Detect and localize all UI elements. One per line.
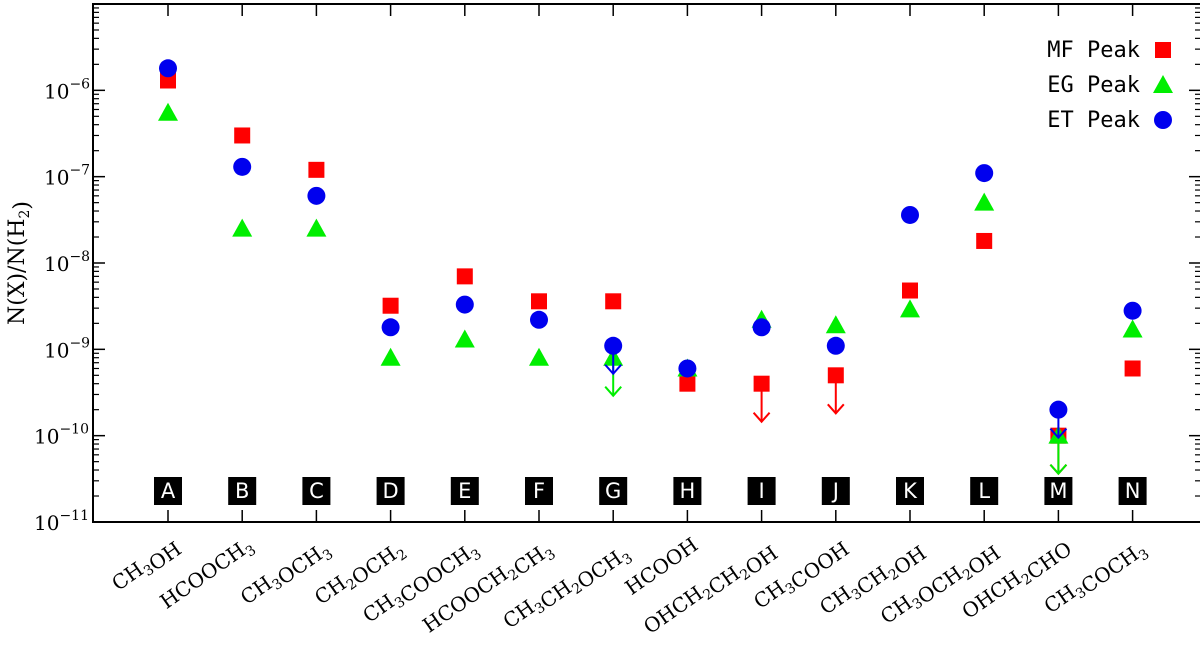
- data-point: [974, 192, 995, 211]
- data-point: [160, 72, 176, 89]
- data-point: [900, 299, 920, 318]
- x-category-label: HCOOCH2CH3: [418, 532, 559, 644]
- letter-label: N: [1125, 479, 1141, 503]
- letter-box: [1044, 477, 1073, 505]
- y-axis-title: N(X)/N(H2): [5, 201, 35, 325]
- series-triangle: [158, 102, 1143, 476]
- y-axis-label: N(X)/N(H2): [5, 201, 35, 325]
- legend-label: EG Peak: [1047, 73, 1140, 98]
- category-letter-boxes: A B C D E F G H I J K L M N: [154, 477, 1147, 505]
- letter-box: [970, 477, 999, 505]
- data-point: [455, 295, 474, 314]
- upper-limit-arrowhead: [604, 364, 622, 376]
- y-tick-label: 10−10: [34, 422, 89, 449]
- data-point: [976, 232, 993, 249]
- data-point: [530, 310, 548, 329]
- letter-box: [896, 477, 924, 505]
- y-tick-label: 10−9: [44, 335, 90, 362]
- letter-box: [525, 477, 553, 505]
- upper-limit-arrowhead: [1049, 428, 1068, 440]
- data-point: [605, 293, 622, 310]
- data-point: [233, 157, 252, 176]
- x-axis: CH3OHHCOOCH3CH3OCH3CH2OCH2CH3COOCH3HCOOC…: [107, 4, 1153, 644]
- letter-label: H: [680, 479, 696, 503]
- data-point: [232, 218, 253, 237]
- letter-box: [821, 477, 850, 505]
- letter-label: A: [161, 479, 176, 503]
- y-tick-label: 10−11: [34, 508, 89, 535]
- letter-label: M: [1049, 479, 1067, 503]
- plot-frame: [92, 3, 1200, 523]
- data-point: [827, 367, 844, 384]
- data-point: [1049, 400, 1068, 419]
- data-point: [1124, 360, 1141, 377]
- data-point: [678, 359, 697, 378]
- data-point: [752, 318, 771, 337]
- y-tick-label: 10−6: [44, 76, 90, 103]
- data-point: [454, 329, 475, 348]
- data-point: [753, 375, 770, 392]
- letter-label: K: [903, 479, 918, 503]
- data-point: [158, 102, 178, 121]
- upper-limit-arrowhead: [752, 412, 771, 424]
- letter-label: G: [605, 479, 621, 503]
- series-circle: [159, 59, 1142, 440]
- letter-label: C: [309, 479, 324, 503]
- legend-marker: [1155, 42, 1171, 58]
- letter-label: D: [383, 479, 399, 503]
- letter-box: [450, 477, 479, 505]
- upper-limit-arrowhead: [1049, 464, 1068, 476]
- data-point: [531, 293, 547, 310]
- y-tick-label: 10−8: [44, 249, 90, 276]
- upper-limit-arrowhead: [604, 386, 622, 398]
- data-point: [1122, 319, 1143, 338]
- data-point: [902, 282, 918, 299]
- letter-label: F: [533, 479, 545, 503]
- data-marks: [158, 59, 1143, 476]
- letter-box: [599, 477, 628, 505]
- data-point: [308, 161, 325, 178]
- x-category-label: CH3CH2OCH3: [498, 532, 636, 644]
- data-point: [456, 268, 473, 285]
- upper-limit-arrowhead: [827, 403, 845, 415]
- data-point: [826, 336, 845, 355]
- letter-box: [154, 477, 182, 505]
- letter-label: L: [978, 479, 990, 503]
- letter-label: E: [458, 479, 471, 503]
- data-point: [901, 205, 919, 224]
- y-axis: 10−11 10−10 10−9 10−8 10−7 10−6: [34, 7, 1200, 535]
- y-tick-label: 10−7: [44, 163, 90, 190]
- legend-label: MF Peak: [1047, 38, 1140, 63]
- data-point: [529, 347, 549, 366]
- data-point: [159, 59, 177, 78]
- legend-label: ET Peak: [1047, 108, 1140, 133]
- letter-box: [302, 477, 331, 505]
- legend-marker: [1153, 75, 1173, 93]
- data-point: [825, 315, 846, 334]
- series-square: [160, 72, 1141, 476]
- data-point: [234, 127, 251, 144]
- data-point: [381, 318, 400, 337]
- legend-marker: [1154, 111, 1172, 129]
- data-point: [679, 375, 696, 392]
- data-point: [382, 297, 399, 314]
- letter-label: I: [758, 479, 764, 503]
- letter-label: J: [831, 479, 839, 503]
- letter-box: [228, 477, 257, 505]
- letter-box: [747, 477, 776, 505]
- legend: MF Peak EG Peak ET Peak: [1047, 38, 1173, 133]
- data-point: [306, 218, 327, 237]
- letter-box: [673, 477, 702, 505]
- letter-label: B: [235, 479, 249, 503]
- letter-box: [1118, 477, 1147, 505]
- letter-box: [376, 477, 405, 505]
- data-point: [307, 186, 326, 205]
- data-point: [380, 347, 401, 366]
- data-point: [604, 336, 623, 355]
- data-point: [975, 164, 994, 183]
- data-point: [1123, 301, 1142, 320]
